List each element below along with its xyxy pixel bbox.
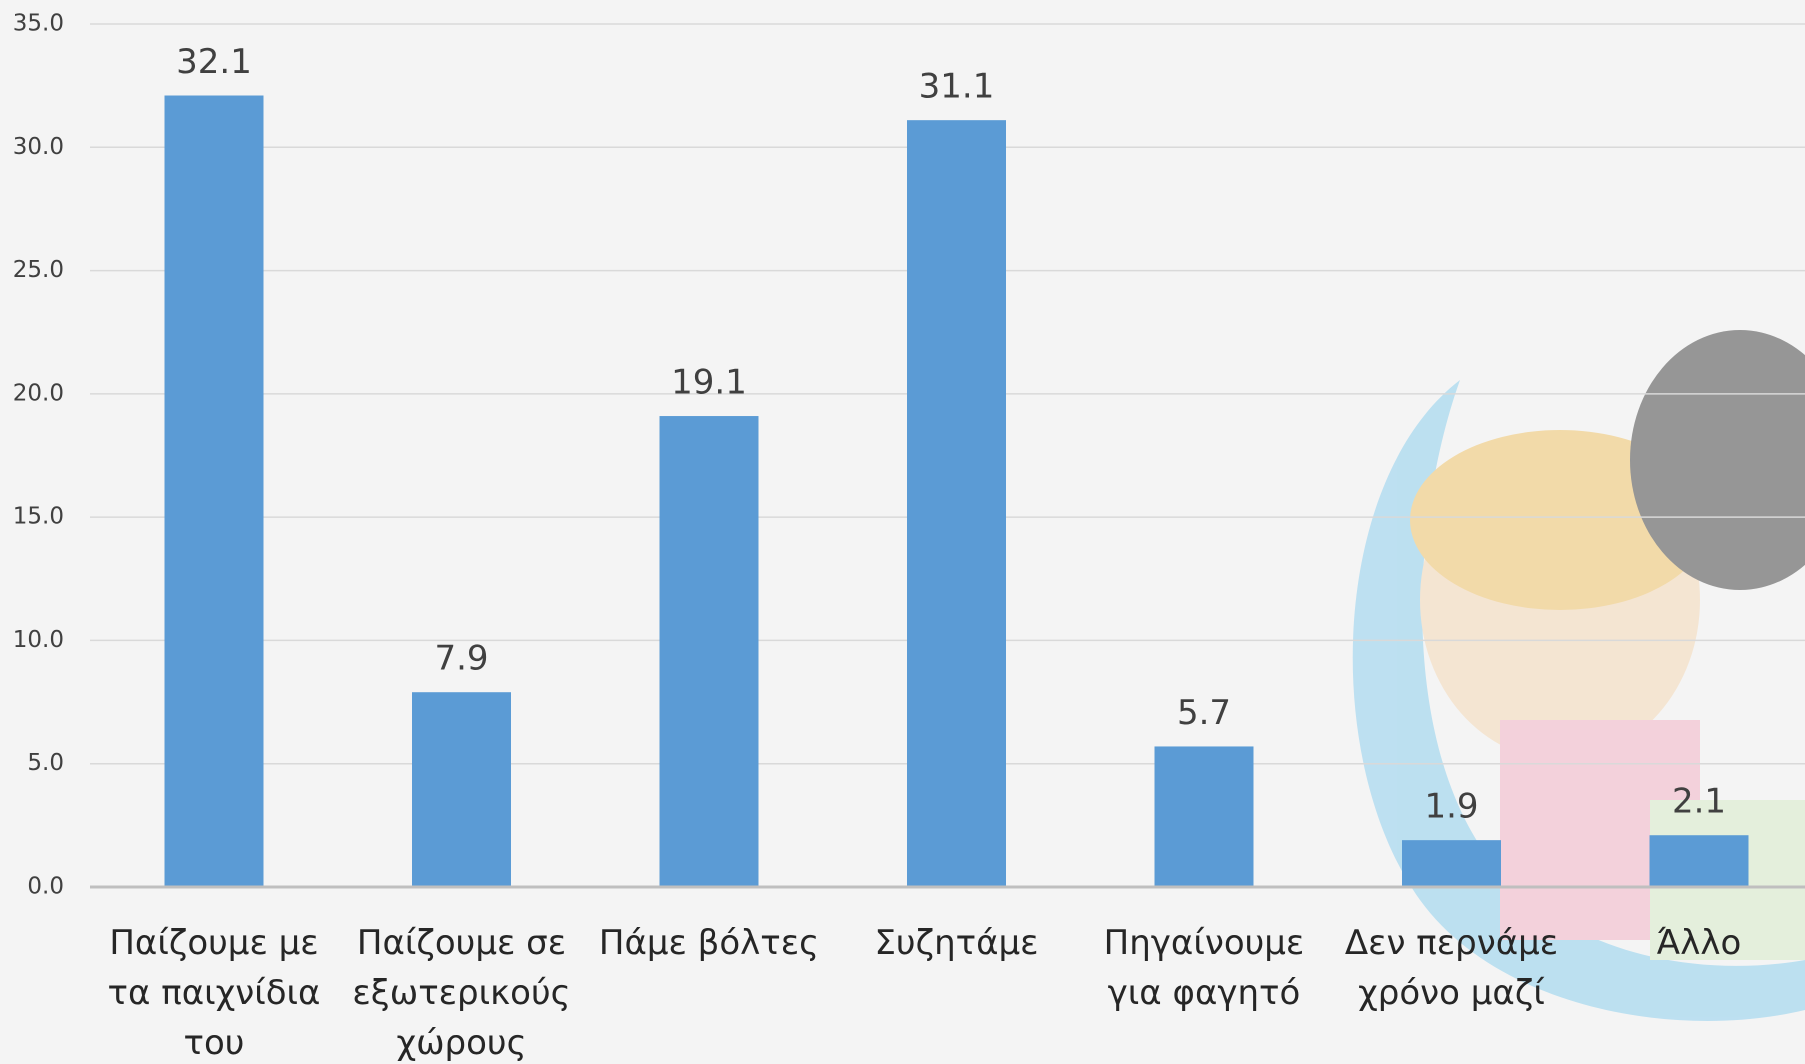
y-tick-label: 0.0 [27, 874, 64, 900]
value-label: 19.1 [671, 363, 747, 403]
bar [1402, 840, 1501, 887]
y-tick-label: 25.0 [13, 257, 64, 283]
bar [165, 96, 264, 887]
bar [1650, 835, 1749, 887]
value-label: 7.9 [434, 639, 488, 679]
value-label: 1.9 [1424, 787, 1478, 827]
y-tick-label: 5.0 [27, 750, 64, 776]
chart: 0.0 5.0 10.0 15.0 20.0 25.0 30.0 35.0 32.1 7.9 19.… [0, 0, 1805, 1064]
page: 0.0 5.0 10.0 15.0 20.0 25.0 30.0 35.0 32.1 7.9 19.… [0, 0, 1805, 1064]
x-tick-label: Παίζουμε με τα παιχνίδια του [99, 918, 329, 1064]
value-label: 2.1 [1672, 782, 1726, 822]
x-tick-label: Δεν περνάμε χρόνο μαζί [1337, 918, 1567, 1018]
y-tick-label: 35.0 [13, 11, 64, 37]
y-tick-label: 30.0 [13, 134, 64, 160]
y-tick-label: 20.0 [13, 380, 64, 406]
value-label: 32.1 [176, 42, 252, 82]
x-tick-label: Άλλο [1584, 918, 1805, 968]
bar [1155, 746, 1254, 887]
x-tick-label: Συζητάμε [842, 918, 1072, 968]
y-tick-label: 10.0 [13, 627, 64, 653]
y-tick-label: 15.0 [13, 504, 64, 530]
value-label: 5.7 [1177, 693, 1231, 733]
bar [660, 416, 759, 887]
x-tick-label: Πηγαίνουμε για φαγητό [1089, 918, 1319, 1018]
bar [907, 120, 1006, 887]
bar [412, 692, 511, 887]
value-label: 31.1 [919, 67, 995, 107]
x-tick-label: Πάμε βόλτες [594, 918, 824, 968]
x-tick-label: Παίζουμε σε εξωτερικούς χώρους [347, 918, 577, 1064]
